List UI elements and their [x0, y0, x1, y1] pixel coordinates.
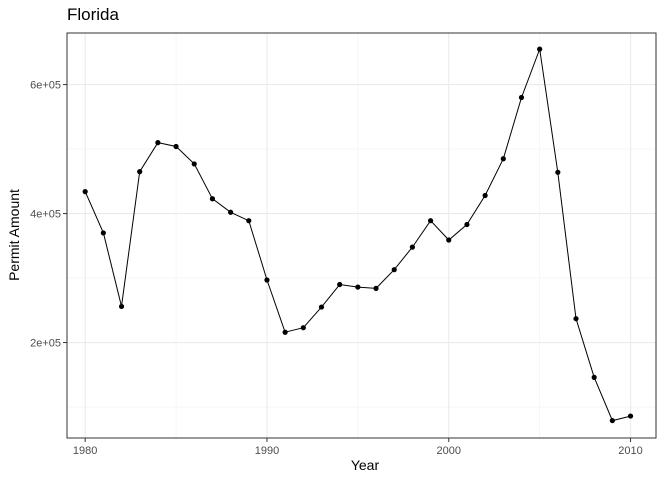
data-point	[591, 374, 597, 380]
x-tick-label: 1980	[73, 445, 97, 457]
minor-gridlines	[67, 33, 656, 438]
data-point	[446, 237, 452, 243]
data-point	[300, 325, 306, 331]
data-point	[173, 143, 179, 150]
plot-panel-border	[66, 32, 657, 439]
x-axis-title: Year	[351, 457, 380, 473]
x-tick-label: 2000	[437, 445, 461, 457]
data-point	[155, 140, 161, 146]
data-point	[609, 417, 615, 424]
major-gridlines	[67, 33, 656, 438]
data-point	[118, 303, 125, 310]
data-point	[228, 209, 234, 215]
plot-panel-background	[67, 33, 656, 438]
data-point	[409, 244, 416, 250]
data-point	[627, 413, 634, 419]
x-tick-label: 2010	[618, 445, 642, 457]
data-point	[264, 277, 270, 283]
data-point	[318, 304, 325, 310]
data-point	[518, 94, 525, 101]
data-point	[537, 46, 543, 52]
y-axis-title: Permit Amount	[6, 189, 22, 281]
data-point	[500, 156, 506, 162]
chart-title: Florida	[67, 5, 119, 24]
series-layer	[82, 46, 634, 424]
data-point	[282, 329, 288, 335]
y-tick-label: 6e+05	[30, 80, 61, 92]
x-tick-label: 1990	[255, 445, 279, 457]
data-point	[573, 316, 579, 322]
data-point	[355, 284, 361, 290]
data-point	[482, 192, 488, 199]
data-point	[373, 285, 379, 291]
y-tick-label: 4e+05	[30, 209, 61, 221]
data-point	[246, 218, 252, 224]
data-point	[100, 230, 106, 236]
tick-labels: 1980 1990 2000 2010 2e+05 4e+05 6e+05	[30, 80, 643, 457]
data-point	[555, 169, 561, 175]
data-point	[191, 161, 197, 167]
axis-ticks	[63, 84, 632, 442]
data-point	[391, 267, 397, 273]
data-point	[427, 218, 434, 224]
y-tick-label: 2e+05	[30, 338, 61, 350]
data-point	[209, 196, 216, 202]
data-point	[137, 169, 143, 175]
data-point	[82, 189, 88, 195]
data-point	[464, 221, 470, 228]
data-point	[337, 281, 343, 288]
